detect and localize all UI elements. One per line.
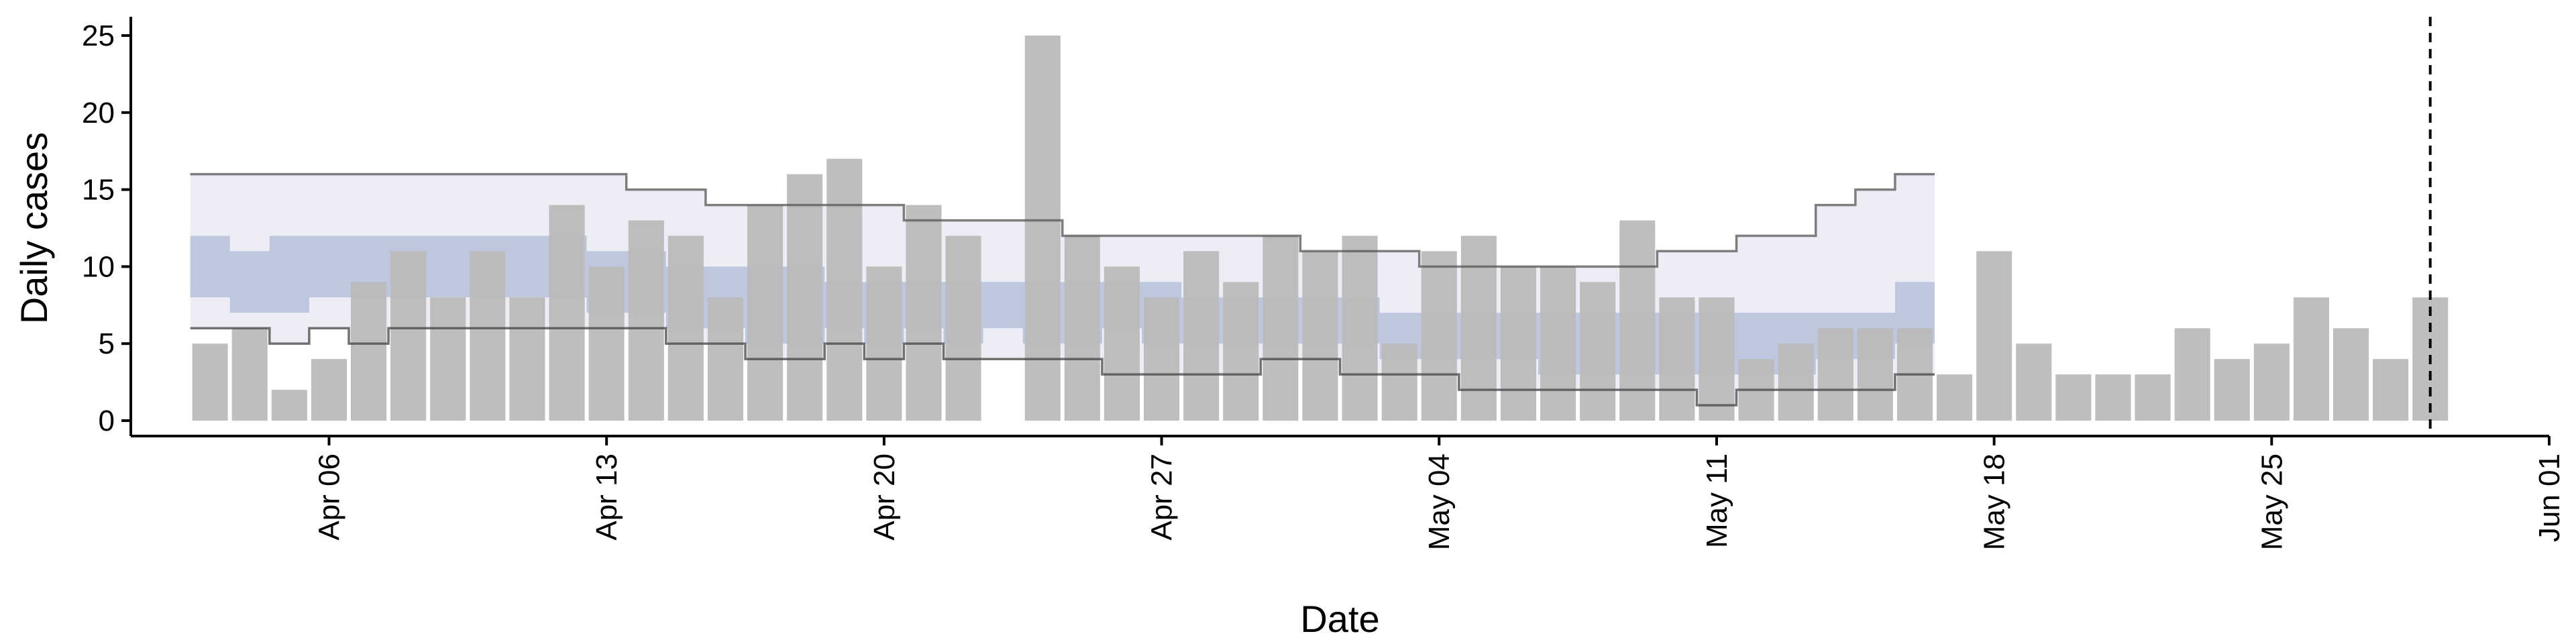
bar bbox=[906, 205, 942, 421]
x-tick-label: May 04 bbox=[1423, 453, 1456, 550]
bar bbox=[826, 158, 863, 421]
bar bbox=[1857, 328, 1893, 421]
x-tick-label: May 11 bbox=[1701, 453, 1733, 548]
bar bbox=[2174, 328, 2210, 421]
bar bbox=[2055, 374, 2092, 421]
bar bbox=[430, 297, 466, 421]
forecast-bound-lines bbox=[190, 172, 1935, 407]
bar bbox=[2333, 328, 2369, 421]
bar bbox=[1263, 235, 1299, 421]
upper-bound-line bbox=[190, 172, 1935, 268]
y-tick-label: 0 bbox=[99, 405, 115, 437]
bar bbox=[1659, 297, 1695, 421]
bar bbox=[2253, 343, 2290, 421]
bar bbox=[1817, 328, 1854, 421]
bar bbox=[1064, 235, 1100, 421]
bar bbox=[2016, 343, 2052, 421]
daily-cases-bars bbox=[192, 36, 2449, 421]
bar bbox=[945, 235, 981, 421]
x-tick-label: Apr 13 bbox=[590, 453, 623, 541]
bar bbox=[1976, 251, 2012, 421]
bar bbox=[1302, 251, 1338, 421]
bar bbox=[1937, 374, 1973, 421]
bar bbox=[1460, 235, 1497, 421]
x-tick-label: May 25 bbox=[2255, 453, 2288, 550]
bar bbox=[787, 174, 823, 421]
bar bbox=[1183, 251, 1220, 421]
bar bbox=[1421, 251, 1457, 421]
bar bbox=[667, 235, 704, 421]
bar bbox=[1580, 282, 1616, 421]
x-tick-label: Jun 01 bbox=[2533, 453, 2566, 542]
x-tick-label: May 18 bbox=[1978, 453, 2011, 550]
bar bbox=[1144, 297, 1180, 421]
y-tick-label: 10 bbox=[82, 250, 115, 283]
bar bbox=[351, 282, 387, 421]
bar bbox=[2214, 359, 2250, 421]
y-tick-label: 15 bbox=[82, 174, 115, 207]
y-axis-title: Daily cases bbox=[13, 132, 55, 324]
x-tick-label: Apr 06 bbox=[313, 453, 345, 541]
bar bbox=[509, 297, 545, 421]
x-axis-title: Date bbox=[1300, 598, 1379, 640]
inner-forecast-band bbox=[190, 235, 1935, 375]
bar bbox=[2293, 297, 2329, 421]
bar bbox=[1104, 266, 1140, 421]
bar bbox=[1223, 282, 1259, 421]
bar bbox=[1024, 36, 1061, 421]
bar bbox=[271, 390, 307, 421]
bar bbox=[1500, 266, 1536, 421]
bar bbox=[1540, 266, 1576, 421]
bar bbox=[2135, 374, 2171, 421]
bar bbox=[1778, 343, 1814, 421]
y-tick-label: 20 bbox=[82, 97, 115, 129]
lower-bound-line bbox=[190, 327, 1935, 407]
bar bbox=[192, 343, 228, 421]
axes: 0 5 10 15 20 25 Apr 06 Apr 13 Apr 20 Apr 27 May 04… bbox=[82, 17, 2566, 550]
bar bbox=[1342, 235, 1378, 421]
bar bbox=[2095, 374, 2131, 421]
y-tick-label: 25 bbox=[82, 19, 115, 52]
x-tick-label: Apr 27 bbox=[1146, 453, 1179, 541]
bar bbox=[549, 205, 585, 421]
bar bbox=[588, 266, 625, 421]
y-tick-label: 5 bbox=[99, 327, 115, 360]
bar bbox=[1699, 297, 1735, 421]
x-tick-label: Apr 20 bbox=[868, 453, 901, 541]
bar bbox=[2373, 359, 2409, 421]
bar bbox=[747, 205, 784, 421]
bar bbox=[1619, 220, 1656, 421]
forecast-bands bbox=[190, 174, 1935, 406]
bar bbox=[628, 220, 664, 421]
bar bbox=[707, 297, 743, 421]
bar bbox=[390, 251, 427, 421]
bar bbox=[866, 266, 902, 421]
bar bbox=[470, 251, 506, 421]
bar bbox=[311, 359, 347, 421]
bar bbox=[1381, 343, 1417, 421]
bar bbox=[231, 328, 268, 421]
